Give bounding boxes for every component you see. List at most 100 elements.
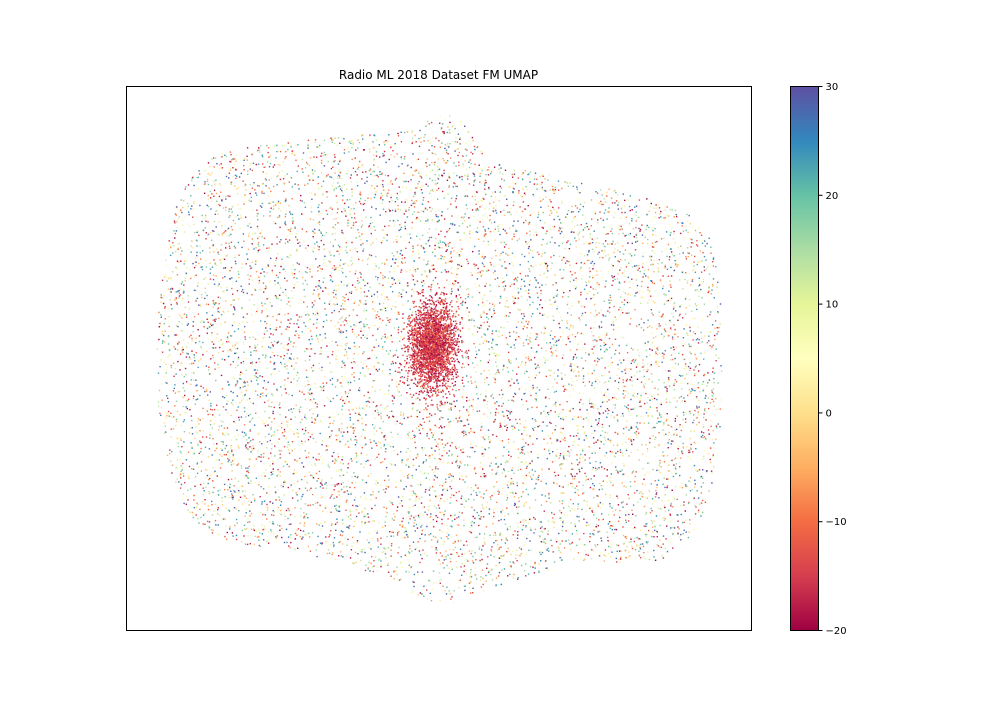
data-point bbox=[276, 175, 278, 178]
data-point bbox=[491, 333, 493, 335]
data-point bbox=[303, 321, 305, 324]
data-point bbox=[323, 248, 325, 250]
data-point bbox=[608, 521, 611, 523]
data-point bbox=[211, 427, 213, 429]
data-point bbox=[246, 292, 248, 295]
data-point bbox=[333, 309, 336, 312]
data-point bbox=[553, 471, 556, 474]
data-point bbox=[424, 207, 427, 209]
data-point bbox=[594, 360, 596, 362]
data-point bbox=[593, 529, 595, 532]
data-point bbox=[514, 174, 516, 176]
data-point bbox=[313, 247, 315, 249]
data-point bbox=[500, 557, 502, 559]
data-point bbox=[624, 385, 626, 388]
data-point bbox=[515, 549, 518, 551]
data-point bbox=[213, 486, 215, 489]
data-point bbox=[201, 214, 203, 217]
data-point bbox=[536, 234, 538, 236]
data-point bbox=[369, 570, 371, 572]
data-point bbox=[592, 340, 594, 342]
data-point bbox=[440, 127, 443, 129]
data-point bbox=[614, 404, 617, 406]
data-point bbox=[332, 166, 334, 168]
data-point bbox=[280, 265, 282, 268]
data-point bbox=[207, 233, 210, 236]
data-point bbox=[653, 271, 655, 273]
data-point bbox=[454, 546, 456, 549]
data-point bbox=[372, 494, 374, 496]
data-point bbox=[285, 213, 287, 215]
data-point bbox=[454, 542, 456, 544]
data-point bbox=[570, 326, 572, 329]
data-point bbox=[441, 443, 444, 445]
data-point bbox=[533, 427, 535, 429]
data-point bbox=[435, 184, 437, 186]
data-point bbox=[597, 505, 600, 507]
data-point bbox=[493, 486, 495, 488]
data-point bbox=[692, 390, 694, 393]
data-point bbox=[215, 179, 217, 181]
data-point bbox=[463, 232, 465, 235]
data-point bbox=[222, 406, 225, 408]
data-point bbox=[241, 263, 244, 265]
data-point bbox=[231, 293, 234, 295]
data-point bbox=[288, 339, 290, 341]
data-point bbox=[663, 461, 666, 463]
data-point bbox=[224, 154, 226, 156]
data-point bbox=[377, 174, 379, 176]
data-point bbox=[307, 380, 309, 382]
data-point bbox=[645, 444, 647, 446]
data-point bbox=[531, 388, 533, 390]
data-point bbox=[521, 253, 523, 256]
data-point bbox=[362, 203, 364, 206]
data-point bbox=[518, 238, 520, 240]
data-point bbox=[588, 400, 591, 402]
data-point bbox=[329, 274, 331, 277]
data-point bbox=[593, 294, 595, 296]
data-point bbox=[587, 554, 589, 556]
data-point bbox=[212, 300, 214, 302]
data-point bbox=[502, 228, 505, 230]
data-point bbox=[388, 189, 390, 191]
data-point bbox=[620, 556, 622, 559]
data-point bbox=[241, 431, 244, 433]
data-point bbox=[182, 387, 184, 389]
data-point bbox=[675, 310, 677, 312]
data-point bbox=[694, 303, 696, 305]
data-point bbox=[262, 337, 264, 339]
data-point bbox=[230, 266, 233, 269]
data-point bbox=[511, 467, 514, 469]
data-point bbox=[490, 222, 493, 224]
data-point bbox=[412, 174, 414, 176]
data-point bbox=[649, 206, 651, 208]
data-point bbox=[656, 347, 658, 350]
data-point bbox=[507, 547, 509, 550]
data-point bbox=[615, 452, 617, 454]
data-point bbox=[347, 219, 349, 222]
data-point bbox=[666, 392, 668, 394]
data-point bbox=[525, 519, 527, 521]
data-point bbox=[506, 528, 509, 531]
data-point bbox=[700, 271, 703, 273]
data-point bbox=[492, 348, 494, 350]
data-point bbox=[633, 465, 635, 467]
data-point bbox=[356, 455, 358, 457]
data-point bbox=[168, 308, 170, 310]
data-point bbox=[524, 194, 526, 196]
data-point bbox=[427, 231, 429, 234]
data-point bbox=[448, 473, 450, 476]
data-point bbox=[320, 481, 323, 483]
data-point bbox=[681, 487, 684, 489]
data-point bbox=[539, 263, 542, 266]
data-point bbox=[466, 195, 469, 197]
data-point bbox=[339, 177, 341, 179]
data-point bbox=[698, 399, 700, 402]
data-point bbox=[243, 169, 245, 171]
data-point bbox=[249, 168, 252, 170]
data-point bbox=[499, 233, 501, 236]
data-point bbox=[661, 352, 664, 354]
data-point bbox=[363, 330, 365, 332]
data-point bbox=[607, 388, 609, 391]
data-point bbox=[317, 206, 319, 209]
